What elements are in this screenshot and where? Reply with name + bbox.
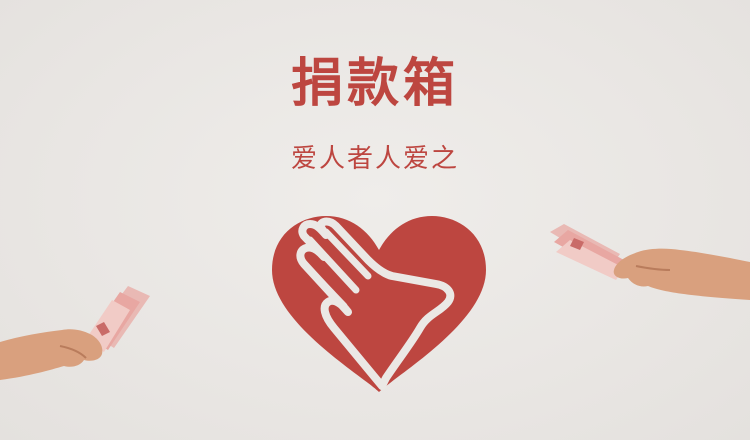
right-hand-money-icon (550, 224, 750, 300)
left-hand-shadow (59, 345, 87, 359)
left-hand-money-icon (0, 286, 150, 380)
heart-hand-icon (272, 216, 486, 392)
left-hand (0, 329, 103, 380)
right-hand-shadow (635, 265, 671, 271)
finger-line-2 (306, 236, 360, 294)
banner-subtitle: 爱人者人爱之 (290, 144, 459, 174)
finger-line-1 (300, 260, 348, 310)
heart-shape (272, 216, 486, 392)
finger-line-3 (322, 228, 372, 280)
hand-outline (296, 217, 455, 390)
right-hand (613, 248, 750, 300)
banknotes (550, 224, 624, 280)
banner-title: 捐款箱 (290, 54, 459, 114)
